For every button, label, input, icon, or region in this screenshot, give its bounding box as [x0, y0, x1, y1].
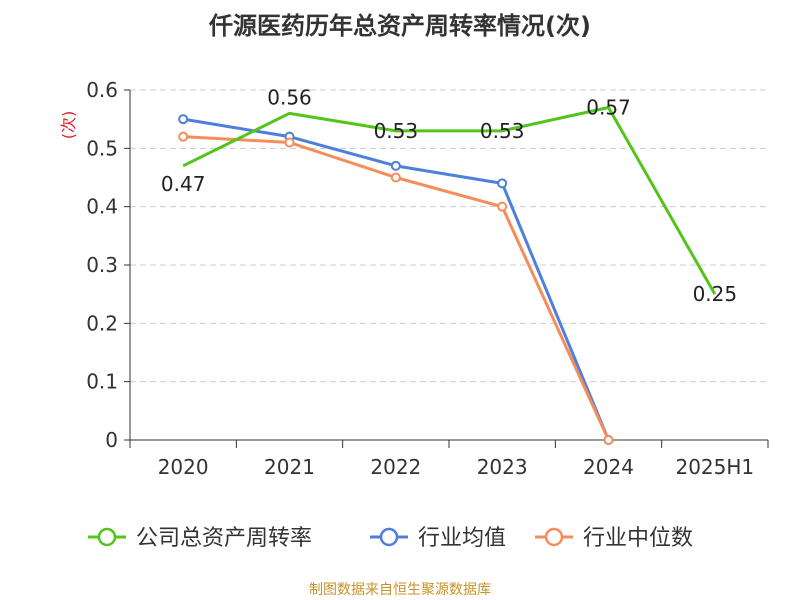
legend-marker	[379, 527, 399, 547]
axes: 0 0.1 0.2 0.3 0.4 0.5 0.6 2020 2021 2022 2023 2024 2…	[86, 78, 769, 479]
data-point	[497, 178, 508, 189]
x-tick-label: 2020	[158, 455, 209, 479]
legend-marker	[97, 527, 117, 547]
legend-label: 行业均值	[418, 526, 506, 551]
y-tick-label: 0.5	[86, 136, 118, 160]
y-tick-label: 0.3	[86, 253, 118, 277]
x-tick-label: 2021	[264, 455, 315, 479]
legend-label: 行业中位数	[583, 526, 693, 551]
data-label: 0.25	[693, 282, 738, 306]
x-tick-label: 2023	[477, 455, 528, 479]
data-point	[390, 172, 401, 183]
y-axis-label: (次)	[59, 111, 78, 140]
data-label: 0.56	[267, 85, 312, 109]
x-tick-label: 2025H1	[675, 455, 754, 479]
y-tick-label: 0.2	[86, 311, 118, 335]
source-note: 制图数据来自恒生聚源数据库	[309, 582, 491, 598]
data-point	[497, 201, 508, 212]
legend-marker	[544, 527, 564, 547]
data-label: 0.53	[480, 119, 525, 143]
x-tick-label: 2024	[583, 455, 634, 479]
data-point	[178, 131, 189, 142]
series-line	[182, 106, 717, 295]
data-labels: 0.47 0.56 0.53 0.53 0.57 0.25	[161, 85, 737, 306]
chart-title: 仟源医药历年总资产周转率情况(次)	[208, 12, 591, 40]
data-label: 0.57	[586, 96, 631, 120]
y-tick-label: 0.6	[86, 78, 118, 102]
data-point	[603, 435, 614, 445]
x-tick-label: 2022	[370, 455, 421, 479]
y-tick-label: 0.4	[86, 195, 118, 219]
legend: 公司总资产周转率 行业均值 行业中位数	[88, 526, 693, 551]
data-label: 0.47	[161, 172, 206, 196]
y-tick-label: 0.1	[86, 370, 118, 394]
data-point	[284, 137, 295, 148]
y-tick-label: 0	[105, 428, 118, 452]
data-point	[178, 114, 189, 125]
data-label: 0.53	[374, 119, 419, 143]
series	[178, 106, 717, 445]
legend-label: 公司总资产周转率	[136, 526, 312, 551]
grid	[130, 89, 768, 383]
data-point	[390, 160, 401, 171]
